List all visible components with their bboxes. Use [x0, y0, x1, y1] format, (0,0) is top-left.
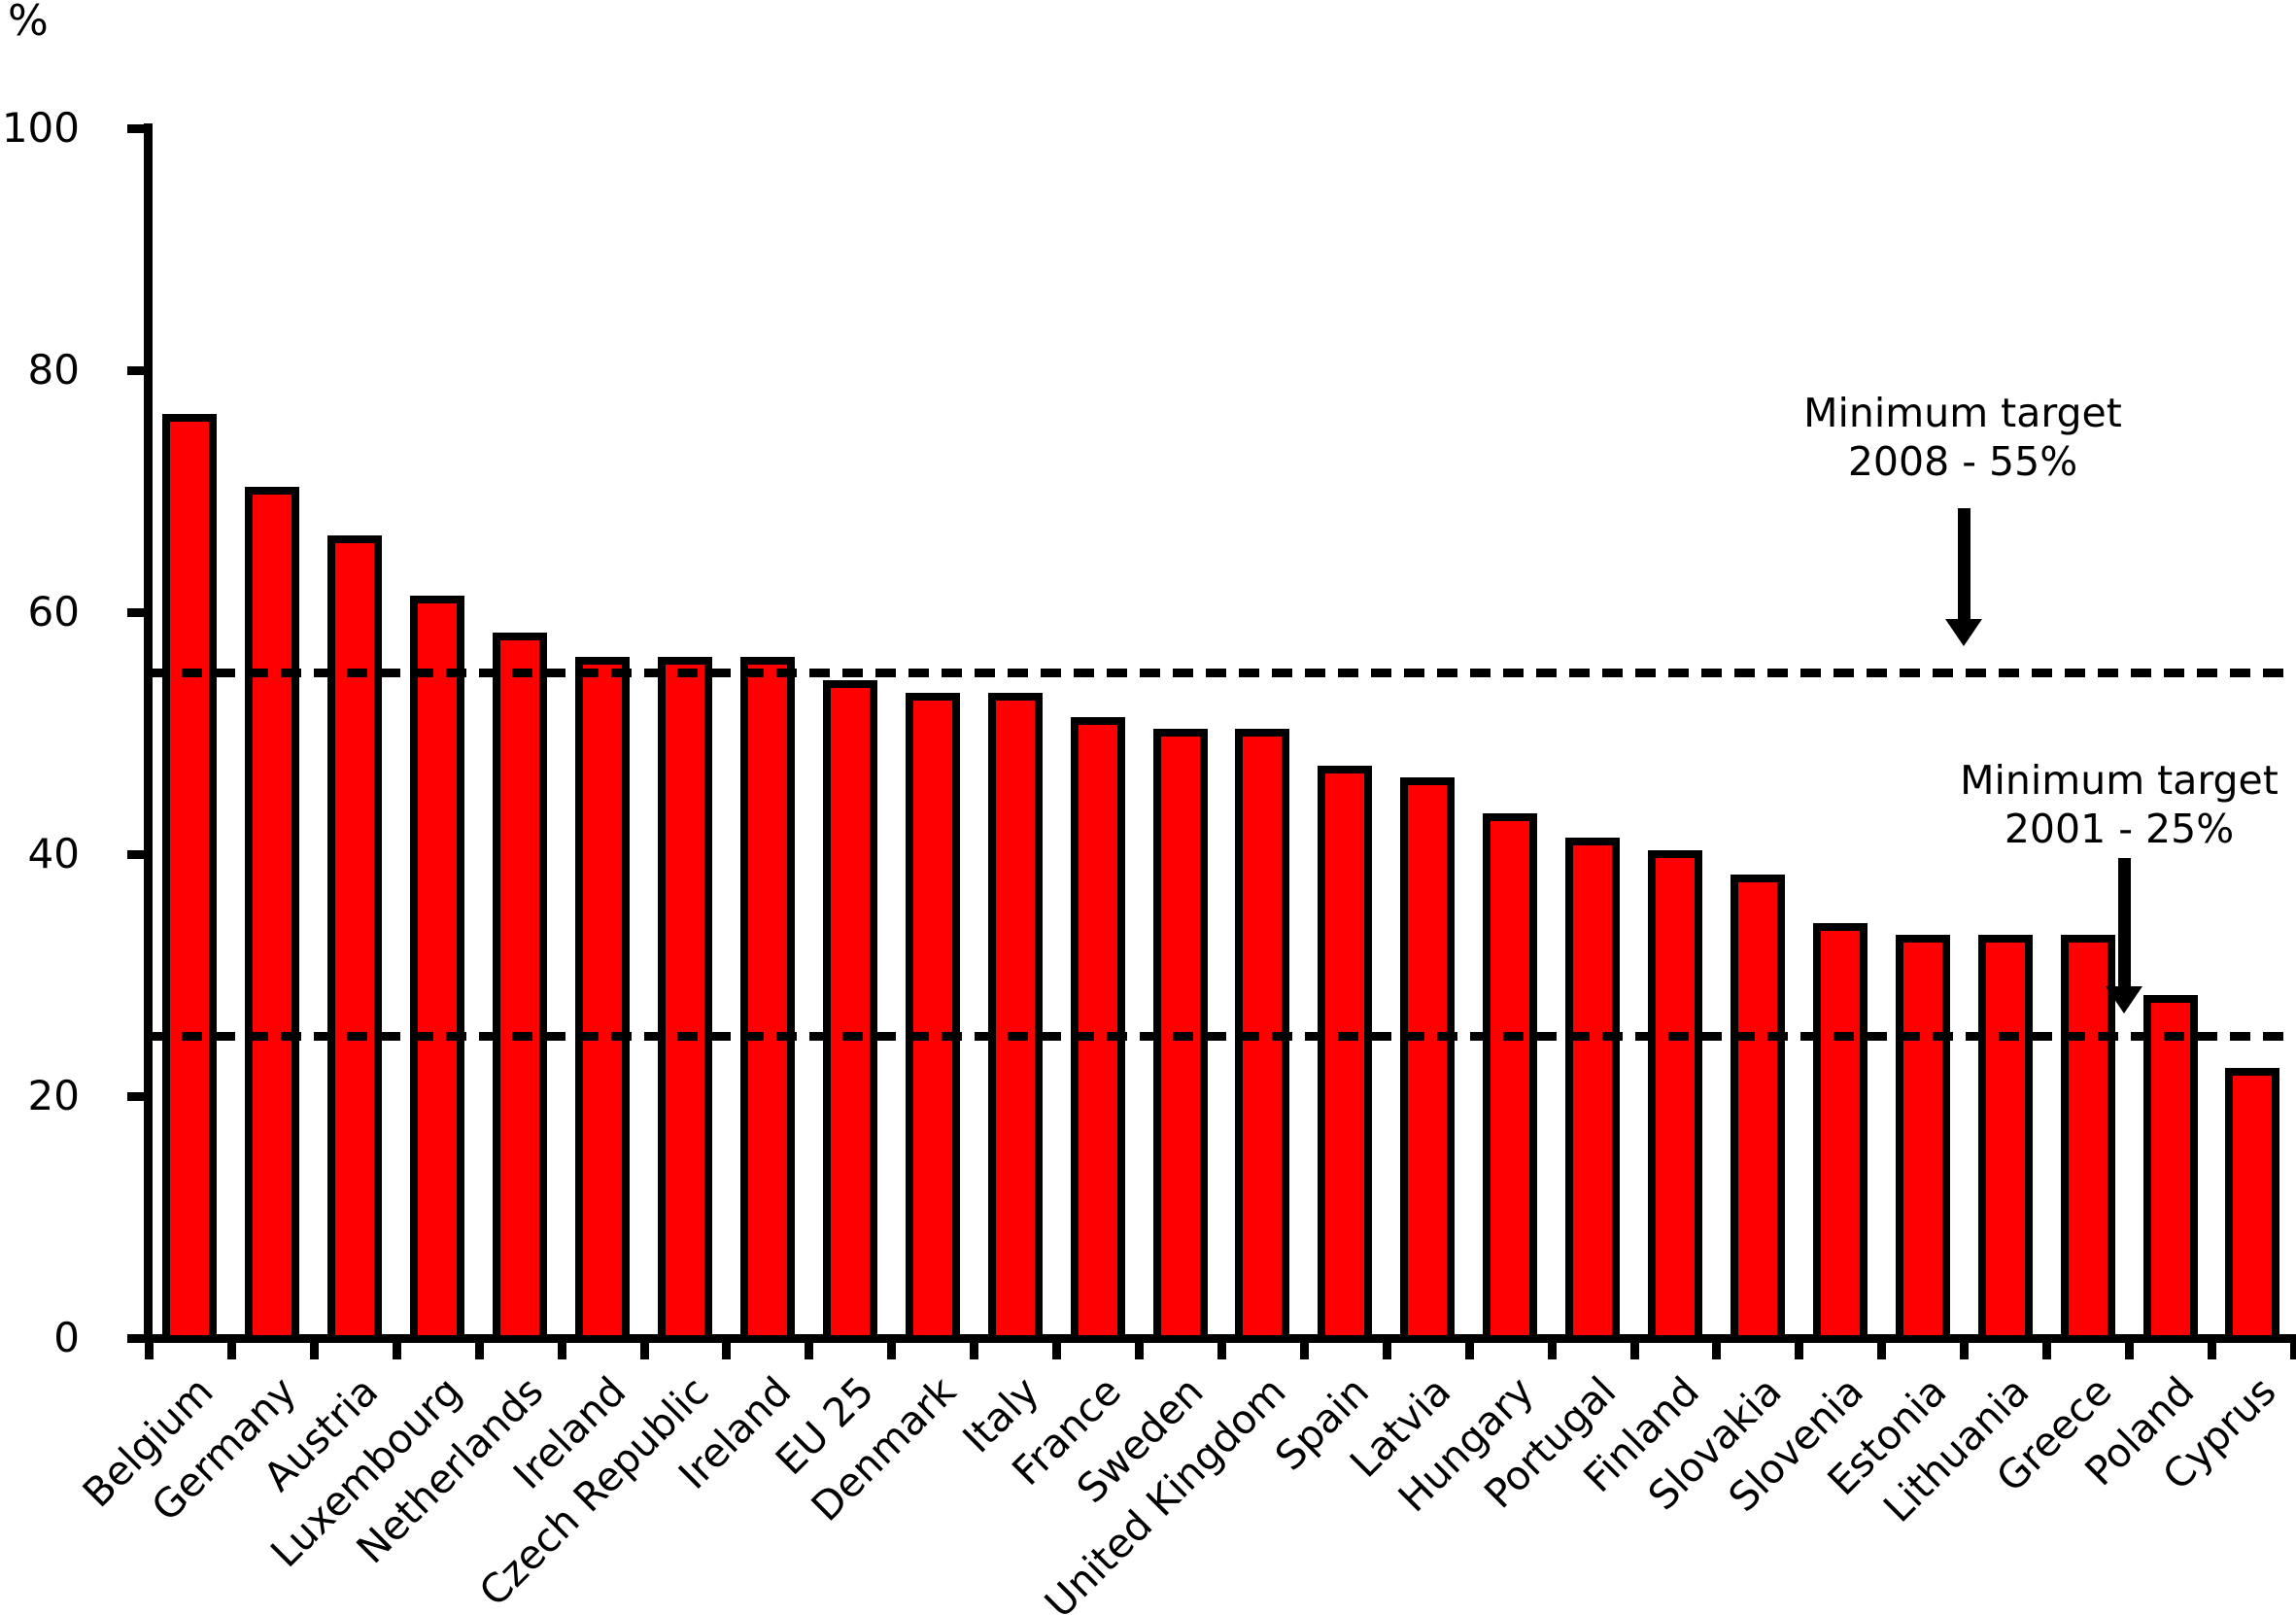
x-axis-tick [1547, 1334, 1557, 1359]
x-axis-tick [2125, 1334, 2135, 1359]
bar-eu-25 [822, 680, 877, 1343]
bar-france [1070, 716, 1125, 1343]
target-arrow-25-head-icon [2106, 986, 2142, 1014]
bar-netherlands [493, 632, 548, 1343]
bar-cyprus [2225, 1067, 2280, 1343]
bar-ireland [575, 656, 631, 1343]
x-axis-tick [1217, 1334, 1226, 1359]
annotation-target-2001-line2: 2001 - 25% [2004, 806, 2235, 852]
x-axis-tick [887, 1334, 897, 1359]
y-axis-tick-label: 40 [27, 829, 80, 877]
x-axis-tick [1464, 1334, 1474, 1359]
x-axis-tick [970, 1334, 979, 1359]
x-axis-tick [1712, 1334, 1722, 1359]
y-axis-tick-label: 20 [27, 1071, 80, 1119]
bar-lithuania [1977, 934, 2033, 1343]
y-axis-tick [127, 123, 149, 133]
x-axis-tick [145, 1334, 154, 1359]
bar-latvia [1400, 777, 1456, 1343]
target-arrow-25-shaft [2118, 858, 2131, 986]
y-axis-tick-label: 80 [27, 345, 80, 394]
y-axis-unit-label: % [8, 0, 49, 46]
x-axis-tick [1795, 1334, 1804, 1359]
bar-portugal [1565, 838, 1621, 1343]
bar-denmark [905, 692, 960, 1343]
y-axis-tick [127, 1334, 149, 1343]
y-axis-line [144, 123, 153, 1343]
annotation-target-2008-line1: Minimum target [1803, 390, 2122, 436]
target-arrow-55-head-icon [1945, 619, 1982, 646]
x-axis-tick [1960, 1334, 1970, 1359]
y-axis-tick-label: 60 [27, 587, 80, 636]
x-axis-tick [805, 1334, 814, 1359]
bar-finland [1648, 849, 1703, 1343]
bar-belgium [162, 414, 218, 1343]
bar-slovenia [1812, 922, 1868, 1343]
bar-slovakia [1730, 874, 1785, 1343]
annotation-target-2008: Minimum target 2008 - 55% [1730, 389, 2196, 486]
x-axis-tick [309, 1334, 319, 1359]
y-axis-tick [127, 607, 149, 617]
x-axis-tick [392, 1334, 401, 1359]
x-axis-tick [722, 1334, 732, 1359]
bar-poland [2142, 995, 2198, 1343]
bar-austria [327, 534, 383, 1343]
x-axis-tick [1052, 1334, 1062, 1359]
annotation-target-2001-line1: Minimum target [1960, 757, 2279, 804]
bar-germany [245, 487, 300, 1343]
bar-greece [2060, 934, 2115, 1343]
x-axis-tick [557, 1334, 566, 1359]
x-axis-tick [2289, 1334, 2296, 1359]
target-line-55-percent [149, 668, 2296, 677]
bar-luxembourg [410, 596, 465, 1343]
y-axis-tick [127, 365, 149, 375]
bar-czech-republic [657, 656, 712, 1343]
x-axis-tick [2208, 1334, 2216, 1359]
x-axis-tick [639, 1334, 649, 1359]
x-axis-tick [2042, 1334, 2052, 1359]
x-axis-tick [1382, 1334, 1391, 1359]
bar-hungary [1483, 813, 1538, 1343]
bar-estonia [1895, 934, 1950, 1343]
x-axis-tick [1135, 1334, 1145, 1359]
x-axis-tick [226, 1334, 236, 1359]
bar-italy [987, 692, 1043, 1343]
x-axis-tick [474, 1334, 484, 1359]
y-axis-tick [127, 1091, 149, 1101]
annotation-target-2001: Minimum target 2001 - 25% [1886, 756, 2296, 853]
y-axis-tick-label: 0 [53, 1314, 80, 1361]
bar-ireland [739, 656, 795, 1343]
annotation-target-2008-line2: 2008 - 55% [1847, 438, 2078, 485]
x-axis-tick [1299, 1334, 1309, 1359]
x-axis-tick [1877, 1334, 1887, 1359]
y-axis-tick-label: 100 [1, 103, 80, 152]
target-line-25-percent [149, 1031, 2296, 1041]
y-axis-tick [127, 849, 149, 859]
target-arrow-55-shaft [1958, 508, 1970, 619]
x-axis-tick [1629, 1334, 1639, 1359]
bar-spain [1318, 765, 1373, 1343]
